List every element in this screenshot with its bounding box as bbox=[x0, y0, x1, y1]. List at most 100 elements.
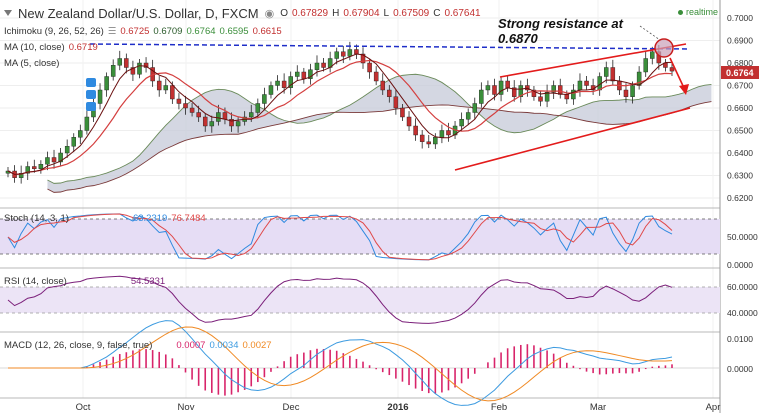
time-tick-label: Nov bbox=[178, 402, 195, 413]
ma5-line bbox=[7, 53, 673, 175]
collapse-icon[interactable] bbox=[4, 10, 12, 16]
candle-body bbox=[58, 152, 63, 163]
candle-body bbox=[341, 51, 346, 57]
candle-body bbox=[137, 62, 142, 75]
candle-body bbox=[124, 58, 129, 68]
ohlc-close-key: C bbox=[433, 7, 441, 19]
macd-tick-high: 0.0100 bbox=[727, 334, 753, 344]
candle-body bbox=[281, 80, 287, 88]
candle-body bbox=[189, 107, 195, 113]
ohlc-high-key: H bbox=[332, 7, 340, 19]
ma5-label: MA (5, close) bbox=[4, 58, 60, 69]
rsi-label: RSI (14, close) bbox=[4, 276, 67, 287]
candle-body bbox=[209, 121, 215, 127]
time-tick-label: Apr bbox=[706, 402, 721, 413]
candle-body bbox=[156, 80, 162, 91]
rsi-band bbox=[0, 287, 720, 313]
candle-body bbox=[110, 65, 116, 77]
candle-body bbox=[472, 103, 478, 113]
candle-body bbox=[465, 112, 471, 120]
eye-toggle-icon-3[interactable] bbox=[86, 102, 96, 111]
ichimoku-v2: 0.6709 bbox=[153, 26, 183, 37]
stoch-k-value: 63.2319 bbox=[132, 213, 168, 224]
candle-body bbox=[669, 67, 675, 72]
candle-body bbox=[446, 130, 451, 136]
macd-legend[interactable]: MACD (12, 26, close, 9, false, true) 0.0… bbox=[4, 340, 272, 351]
candle-body bbox=[235, 121, 241, 127]
candle-body bbox=[571, 89, 576, 100]
price-tick-label: 0.6600 bbox=[727, 103, 753, 113]
ichimoku-cloud bbox=[47, 73, 712, 193]
price-tick-label: 0.6800 bbox=[727, 58, 753, 68]
candle-body bbox=[64, 146, 70, 154]
candle-body bbox=[71, 137, 76, 147]
candle-body bbox=[577, 80, 583, 91]
ichimoku-v1: 0.6725 bbox=[120, 26, 150, 37]
price-tick-label: 0.6400 bbox=[727, 148, 753, 158]
price-axis: 0.7000 0.6900 0.6800 0.6700 0.6600 0.6500 0.64… bbox=[727, 13, 753, 203]
candle-body bbox=[485, 85, 491, 91]
eye-icon[interactable]: ◉ bbox=[264, 7, 275, 20]
candle-body bbox=[117, 58, 123, 66]
ma10-legend[interactable]: MA (10, close) 0.6719 bbox=[4, 42, 98, 53]
realtime-label: realtime bbox=[686, 7, 719, 17]
symbol-title: New Zealand Dollar/U.S. Dollar, D, FXCM bbox=[18, 5, 259, 21]
ichimoku-settings-icon[interactable]: ☰ bbox=[107, 26, 117, 37]
candle-body bbox=[380, 80, 385, 91]
ma10-label: MA (10, close) bbox=[4, 42, 65, 53]
candle-body bbox=[531, 89, 537, 97]
stoch-lines bbox=[7, 213, 673, 261]
candle-body bbox=[406, 116, 412, 127]
candle-body bbox=[84, 116, 90, 131]
candle-body bbox=[130, 67, 136, 75]
candle-body bbox=[479, 89, 484, 104]
time-tick-label: Mar bbox=[590, 402, 606, 413]
candle-body bbox=[268, 85, 274, 95]
candle-body bbox=[262, 94, 267, 104]
annotation-line-1: Strong resistance at bbox=[498, 16, 623, 31]
candle-body bbox=[275, 80, 280, 86]
macd-signal-line bbox=[8, 326, 673, 402]
ma5-legend[interactable]: MA (5, close) bbox=[4, 58, 59, 69]
candle-body bbox=[610, 67, 616, 82]
candle-body bbox=[32, 166, 37, 169]
candle-body bbox=[643, 58, 648, 73]
cloud-span-a bbox=[47, 73, 712, 184]
x-axis: Oct Nov Dec 2016 Feb Mar Apr bbox=[76, 402, 721, 413]
rsi-axis: 60.0000 40.0000 bbox=[727, 282, 758, 318]
rsi-value: 54.5331 bbox=[130, 276, 166, 287]
ma10-value: 0.6719 bbox=[68, 42, 98, 53]
price-tick-label: 0.6200 bbox=[727, 193, 753, 203]
macd-label: MACD (12, 26, close, 9, false, true) bbox=[4, 340, 153, 351]
ohlc-values: O 0.67829 H 0.67904 L 0.67509 C 0.67641 bbox=[280, 8, 480, 19]
rsi-polyline bbox=[7, 275, 673, 324]
ohlc-high: 0.67904 bbox=[343, 7, 380, 19]
stoch-legend[interactable]: Stoch (14, 3, 1) 63.2319 76.7484 bbox=[4, 213, 206, 224]
rsi-legend[interactable]: RSI (14, close) 54.5331 bbox=[4, 276, 165, 287]
macd-line-value: 0.0034 bbox=[209, 340, 239, 351]
candle-body bbox=[498, 80, 504, 95]
annotation-pointer bbox=[639, 25, 661, 41]
candle-body bbox=[314, 62, 320, 70]
price-tick-label: 0.6700 bbox=[727, 81, 753, 91]
candle-body bbox=[25, 166, 30, 174]
macd-signal-value: 0.0027 bbox=[242, 340, 272, 351]
down-arrow bbox=[669, 57, 685, 89]
candle-body bbox=[419, 134, 425, 142]
realtime-dot-icon bbox=[678, 9, 683, 15]
stoch-axis: 50.0000 0.0000 bbox=[727, 232, 758, 270]
eye-toggle-icon-1[interactable] bbox=[86, 78, 96, 87]
macd-tick-zero: 0.0000 bbox=[727, 364, 753, 374]
ichimoku-legend[interactable]: Ichimoku (9, 26, 52, 26) ☰ 0.6725 0.6709… bbox=[4, 26, 282, 37]
candle-body bbox=[492, 85, 497, 95]
ma10-line bbox=[7, 59, 673, 175]
annotation-line-2: 0.6870 bbox=[498, 31, 538, 46]
price-tick-label: 0.6900 bbox=[727, 36, 753, 46]
candle-body bbox=[538, 96, 543, 102]
candle-body bbox=[51, 157, 57, 163]
eye-toggle-icon-2[interactable] bbox=[86, 90, 96, 99]
ichimoku-v4: 0.6595 bbox=[219, 26, 249, 37]
ohlc-open-key: O bbox=[280, 7, 288, 19]
candle-body bbox=[439, 130, 445, 138]
